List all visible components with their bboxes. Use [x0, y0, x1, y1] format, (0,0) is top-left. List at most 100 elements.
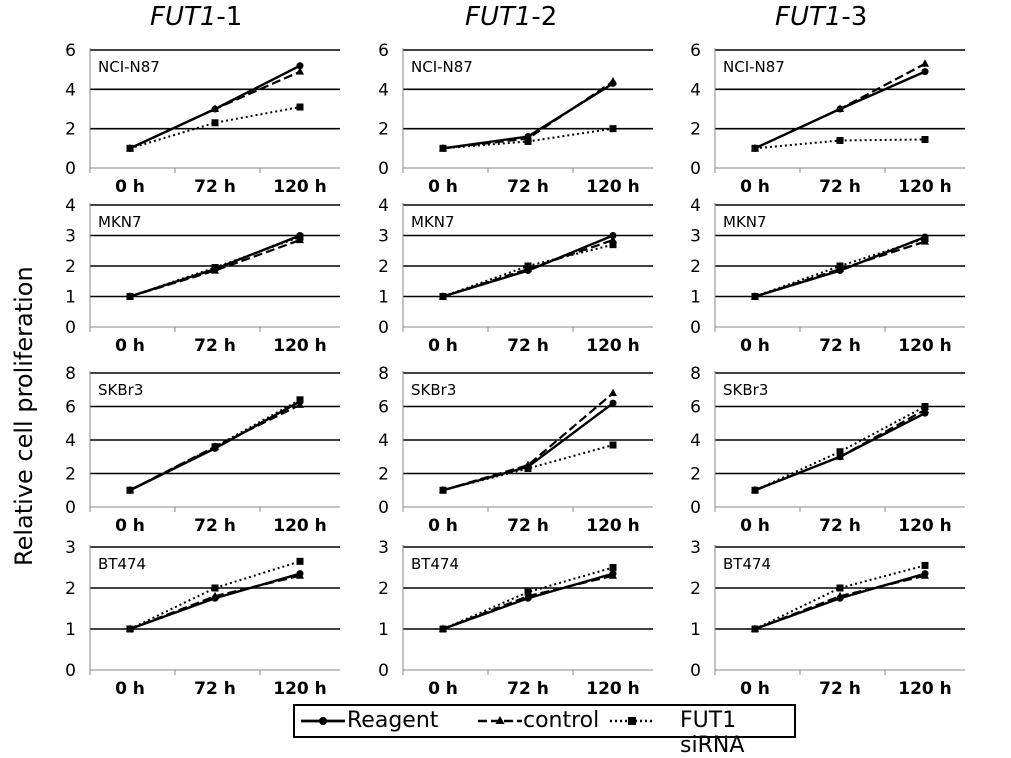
- x-tick-label: 72 h: [819, 177, 861, 197]
- data-point-reagent: [609, 399, 617, 407]
- y-tick-label: 6: [690, 41, 701, 61]
- data-point-control: [609, 388, 617, 397]
- data-point-fut1-sirna: [296, 396, 304, 404]
- y-tick-label: 2: [690, 465, 701, 485]
- y-tick-label: 1: [378, 288, 389, 308]
- chart-panel-fut1-2-nci-n87: 0 2 4 6 0 h 72 h 120 h NCI-N87: [378, 41, 653, 197]
- x-tick-label: 0 h: [428, 516, 458, 536]
- y-tick-label: 0: [65, 159, 76, 179]
- y-tick-label: 4: [378, 431, 389, 451]
- y-tick-label: 3: [690, 227, 701, 247]
- y-tick-label: 4: [65, 431, 76, 451]
- data-point-control: [609, 571, 617, 579]
- series-line-control: [442, 392, 614, 492]
- panel-label: SKBr3: [98, 381, 143, 399]
- panel-label: SKBr3: [411, 381, 456, 399]
- y-tick-label: 3: [378, 538, 389, 558]
- y-tick-label: 0: [690, 498, 701, 518]
- data-point-fut1-sirna: [126, 625, 134, 633]
- column-title-3: FUT1-3: [775, 2, 867, 32]
- y-tick-label: 0: [65, 318, 76, 338]
- column-title-1: FUT1-1: [150, 2, 242, 32]
- y-tick-label: 0: [690, 318, 701, 338]
- data-point-fut1-sirna: [836, 584, 844, 592]
- series-line-control: [129, 239, 301, 298]
- data-point-fut1-sirna: [921, 561, 929, 569]
- chart-panel-fut1-2-mkn7: 0 1 2 3 4 0 h 72 h 120 h MKN7: [378, 196, 653, 356]
- panel-label: MKN7: [98, 213, 142, 231]
- x-tick-label: 0 h: [428, 177, 458, 197]
- column-title-gene: FUT1: [465, 2, 532, 32]
- chart-panel-fut1-3-nci-n87: 0 2 4 6 0 h 72 h 120 h NCI-N87: [690, 41, 965, 197]
- data-point-fut1-sirna: [609, 241, 617, 249]
- y-tick-label: 8: [690, 364, 701, 384]
- chart-panel-fut1-2-bt474: 0 1 2 3 0 h 72 h 120 h BT474: [378, 538, 653, 699]
- y-tick-label: 2: [65, 579, 76, 599]
- data-point-control: [836, 452, 844, 460]
- data-point-fut1-sirna: [921, 235, 929, 243]
- data-point-fut1-sirna: [751, 144, 759, 152]
- data-point-control: [836, 104, 844, 112]
- y-tick-label: 3: [65, 227, 76, 247]
- series-line-fut1-sirna: [129, 236, 301, 298]
- series-line-fut1-sirna: [129, 106, 301, 150]
- data-point-control: [211, 591, 219, 600]
- y-tick-label: 8: [378, 364, 389, 384]
- x-tick-label: 72 h: [819, 679, 861, 699]
- series-line-fut1-sirna: [754, 405, 926, 492]
- panel-label: NCI-N87: [723, 58, 785, 76]
- panel-label: NCI-N87: [411, 58, 473, 76]
- series-line-reagent: [442, 402, 614, 492]
- x-tick-label: 120 h: [586, 679, 640, 699]
- data-point-fut1-sirna: [836, 262, 844, 270]
- y-tick-label: 2: [690, 257, 701, 277]
- x-tick-label: 0 h: [115, 679, 145, 699]
- data-point-control: [211, 104, 219, 112]
- y-tick-label: 6: [65, 398, 76, 418]
- column-title-gene: FUT1: [775, 2, 842, 32]
- data-point-fut1-sirna: [439, 625, 447, 633]
- data-point-fut1-sirna: [439, 486, 447, 494]
- column-title-suffix: -2: [531, 2, 558, 32]
- panel-label: BT474: [723, 555, 771, 573]
- data-point-reagent: [296, 62, 304, 70]
- y-tick-label: 2: [690, 579, 701, 599]
- x-tick-label: 72 h: [194, 516, 236, 536]
- x-tick-label: 0 h: [740, 516, 770, 536]
- y-tick-label: 4: [690, 196, 701, 216]
- panel-label: BT474: [411, 555, 459, 573]
- data-point-fut1-sirna: [921, 403, 929, 410]
- legend-swatch-marker: [628, 717, 636, 725]
- x-tick-label: 120 h: [586, 336, 640, 356]
- y-tick-label: 2: [65, 465, 76, 485]
- figure: FUT1-1 FUT1-2 FUT1-3 Relative cell proli…: [10, 2, 965, 758]
- data-point-fut1-sirna: [751, 486, 759, 494]
- y-tick-label: 2: [65, 257, 76, 277]
- x-tick-label: 0 h: [115, 516, 145, 536]
- y-tick-label: 4: [65, 196, 76, 216]
- data-point-fut1-sirna: [126, 293, 134, 300]
- data-point-control: [921, 59, 929, 67]
- x-tick-label: 120 h: [273, 336, 327, 356]
- legend-swatch-marker: [495, 716, 505, 724]
- x-tick-label: 0 h: [740, 679, 770, 699]
- data-point-fut1-sirna: [296, 233, 304, 241]
- series-line-fut1-sirna: [129, 560, 301, 630]
- panel-label: NCI-N87: [98, 58, 160, 76]
- x-tick-label: 72 h: [507, 336, 549, 356]
- panel-label: MKN7: [411, 213, 455, 231]
- y-tick-label: 1: [690, 620, 701, 640]
- panel-label: BT474: [98, 555, 146, 573]
- y-tick-label: 2: [378, 579, 389, 599]
- y-tick-label: 4: [690, 80, 701, 100]
- column-title-suffix: -3: [841, 2, 868, 32]
- data-point-fut1-sirna: [609, 125, 617, 133]
- chart-panel-fut1-1-mkn7: 0 1 2 3 4 0 h 72 h 120 h MKN7: [65, 196, 340, 356]
- data-point-fut1-sirna: [211, 443, 219, 451]
- y-tick-label: 1: [65, 620, 76, 640]
- data-point-fut1-sirna: [296, 557, 304, 565]
- x-tick-label: 120 h: [898, 679, 952, 699]
- data-point-control: [609, 76, 617, 85]
- data-point-fut1-sirna: [524, 464, 532, 472]
- x-tick-label: 72 h: [507, 679, 549, 699]
